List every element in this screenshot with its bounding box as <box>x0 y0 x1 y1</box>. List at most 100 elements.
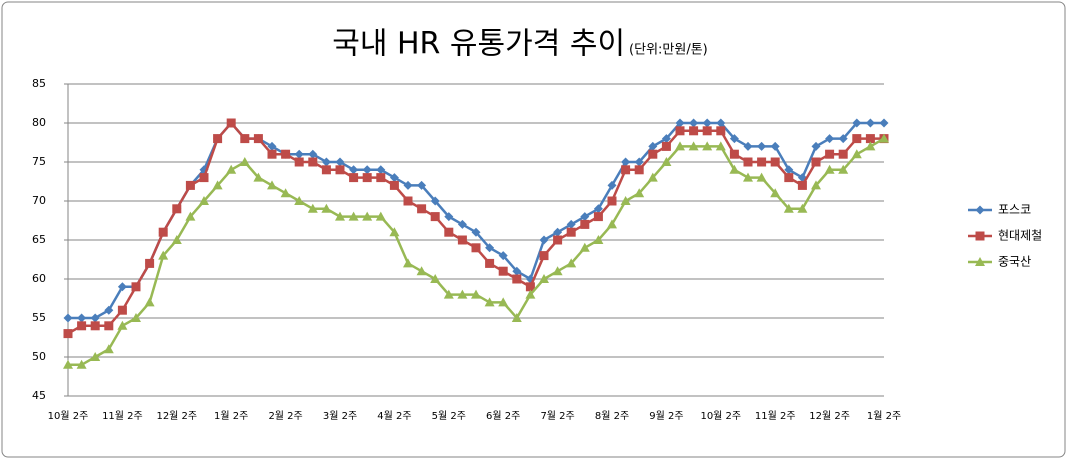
marker <box>240 134 250 144</box>
marker <box>566 258 577 268</box>
marker <box>63 329 73 339</box>
marker <box>593 212 603 222</box>
marker <box>171 235 182 244</box>
marker <box>784 173 794 183</box>
marker <box>757 157 767 167</box>
marker <box>743 141 753 151</box>
marker <box>199 196 209 205</box>
marker <box>375 211 386 221</box>
marker <box>716 126 726 136</box>
marker <box>185 180 195 190</box>
x-tick-label: 2월 2주 <box>268 410 302 422</box>
legend-label: 포스코 <box>998 203 1031 217</box>
marker <box>308 157 318 167</box>
marker <box>172 204 182 214</box>
marker <box>76 359 87 369</box>
marker <box>689 118 699 128</box>
legend-label: 현대제철 <box>998 229 1042 243</box>
marker <box>797 203 808 213</box>
marker <box>702 118 712 128</box>
marker <box>580 219 590 229</box>
marker <box>689 126 699 136</box>
marker <box>417 204 427 214</box>
marker <box>267 149 277 159</box>
marker <box>784 165 794 175</box>
marker <box>525 289 536 299</box>
marker <box>144 297 155 307</box>
x-tick-label: 10월 2주 <box>48 410 89 422</box>
y-tick-label: 60 <box>32 272 46 285</box>
marker <box>90 352 101 361</box>
marker <box>512 266 522 276</box>
marker <box>634 188 645 198</box>
marker <box>647 172 658 182</box>
marker <box>90 321 100 331</box>
marker <box>307 203 318 213</box>
marker <box>362 165 372 175</box>
marker <box>63 359 73 369</box>
marker <box>158 227 168 237</box>
x-tick-label: 1월 2주 <box>867 410 901 422</box>
marker <box>607 219 617 229</box>
marker <box>743 172 753 182</box>
marker <box>525 282 535 292</box>
marker <box>403 258 413 268</box>
marker <box>131 282 141 292</box>
marker <box>63 313 73 323</box>
marker <box>579 242 590 252</box>
x-tick-label: 12월 2주 <box>156 410 197 422</box>
marker <box>294 196 305 205</box>
marker <box>444 212 454 222</box>
y-tick-label: 55 <box>32 311 46 324</box>
marker <box>797 180 807 190</box>
x-tick-label: 1월 2주 <box>214 410 248 422</box>
marker <box>376 173 386 183</box>
marker <box>879 133 889 143</box>
x-tick-label: 7월 2주 <box>540 410 574 422</box>
y-tick-label: 45 <box>32 389 46 402</box>
marker <box>362 173 372 183</box>
marker <box>675 141 685 151</box>
marker <box>226 164 237 174</box>
marker <box>77 313 87 323</box>
marker <box>430 212 440 222</box>
marker <box>838 149 848 159</box>
marker <box>457 235 467 245</box>
marker <box>349 165 359 175</box>
chart-title: 국내 HR 유통가격 추이 <box>332 27 625 62</box>
marker <box>199 173 209 183</box>
marker <box>607 180 617 190</box>
marker <box>457 219 467 229</box>
marker <box>104 321 114 331</box>
marker <box>851 149 862 159</box>
x-tick-label: 8월 2주 <box>595 410 629 422</box>
y-tick-label: 65 <box>32 233 46 246</box>
marker <box>838 134 848 144</box>
y-tick-label: 75 <box>32 155 46 168</box>
marker <box>566 227 576 237</box>
marker <box>783 203 794 213</box>
marker <box>416 266 427 276</box>
x-tick-label: 4월 2주 <box>377 410 411 422</box>
marker <box>539 251 549 261</box>
marker <box>349 173 359 183</box>
y-tick-label: 50 <box>32 350 46 363</box>
x-tick-label: 5월 2주 <box>432 410 466 422</box>
marker <box>770 141 780 151</box>
marker <box>607 196 617 206</box>
marker <box>117 305 127 315</box>
marker <box>212 180 223 190</box>
marker <box>498 251 508 261</box>
marker <box>593 204 603 214</box>
marker <box>321 203 332 213</box>
marker <box>403 196 413 206</box>
marker <box>634 165 644 175</box>
marker <box>457 289 468 299</box>
marker <box>239 157 250 166</box>
marker <box>117 282 127 292</box>
marker <box>648 141 658 151</box>
marker <box>145 258 155 268</box>
marker <box>485 243 495 253</box>
marker <box>865 134 875 144</box>
